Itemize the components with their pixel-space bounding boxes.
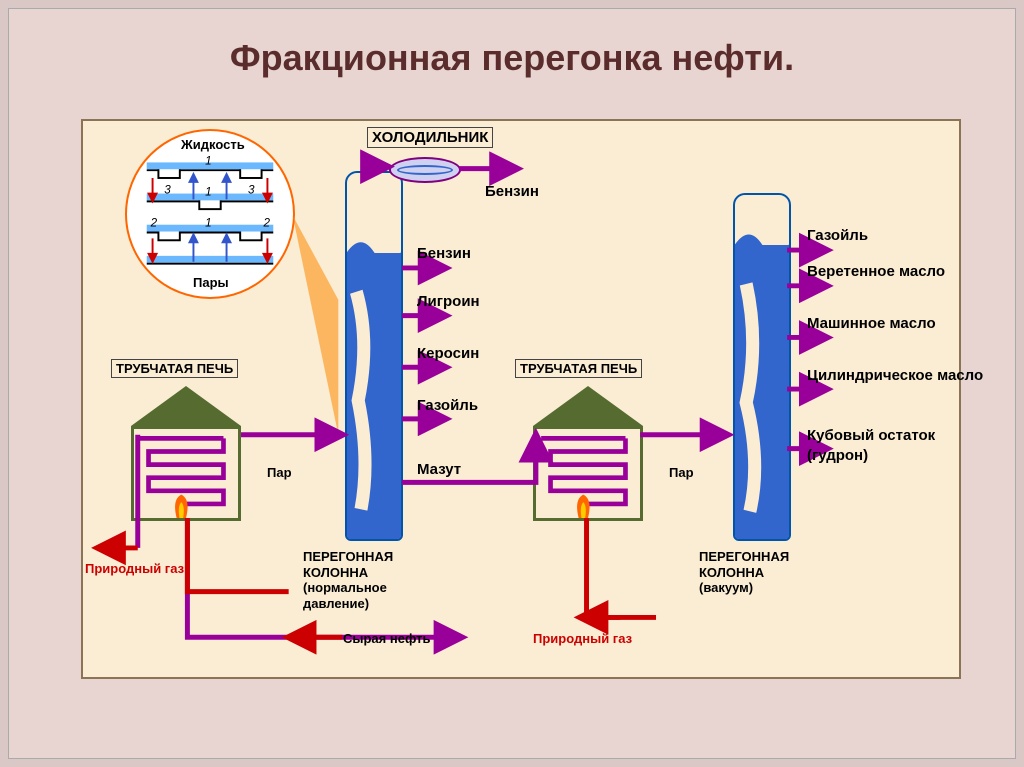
svg-text:1: 1 (205, 217, 212, 230)
svg-text:2: 2 (150, 217, 158, 230)
out-benzin: Бензин (417, 245, 471, 262)
furnace2-label: ТРУБЧАТАЯ ПЕЧЬ (515, 359, 642, 378)
out-gasoil: Газойль (417, 397, 478, 414)
out-kerosin: Керосин (417, 345, 479, 362)
out2-spindle: Веретенное масло (807, 263, 945, 280)
out2-residue: Кубовый остаток (807, 427, 935, 444)
steam1-label: Пар (267, 465, 292, 480)
distillation-column-2 (733, 193, 791, 541)
cooler-icon (389, 157, 461, 183)
svg-text:1: 1 (205, 186, 212, 199)
page-title: Фракционная перегонка нефти. (9, 9, 1015, 97)
crude-label: Сырая нефть (343, 631, 431, 646)
inset-bottom-label: Пары (193, 275, 229, 290)
col2-caption: ПЕРЕГОННАЯ КОЛОННА (вакуум) (699, 549, 789, 596)
furnace-2 (533, 386, 643, 521)
natgas1-label: Природный газ (85, 561, 184, 576)
out-ligroin: Лигроин (417, 293, 480, 310)
out2-machine: Машинное масло (807, 315, 936, 332)
col1-caption: ПЕРЕГОННАЯ КОЛОННА (нормальное давление) (303, 549, 393, 611)
cooler-label: ХОЛОДИЛЬНИК (367, 127, 493, 148)
inset-top-label: Жидкость (181, 137, 245, 152)
distillation-column-1 (345, 171, 403, 541)
out-benzin-top: Бензин (485, 183, 539, 200)
svg-text:2: 2 (263, 217, 271, 230)
out-mazut: Мазут (417, 461, 461, 478)
svg-text:3: 3 (164, 184, 171, 197)
tray-inset: Жидкость (125, 129, 295, 299)
natgas2-label: Природный газ (533, 631, 632, 646)
out2-residue2: (гудрон) (807, 447, 868, 464)
out2-cylinder: Цилиндрическое масло (807, 367, 983, 384)
diagram-container: Жидкость (81, 119, 961, 679)
steam2-label: Пар (669, 465, 694, 480)
out2-gasoil: Газойль (807, 227, 868, 244)
furnace-1 (131, 386, 241, 521)
svg-text:1: 1 (205, 154, 212, 167)
furnace1-label: ТРУБЧАТАЯ ПЕЧЬ (111, 359, 238, 378)
svg-text:3: 3 (248, 184, 255, 197)
